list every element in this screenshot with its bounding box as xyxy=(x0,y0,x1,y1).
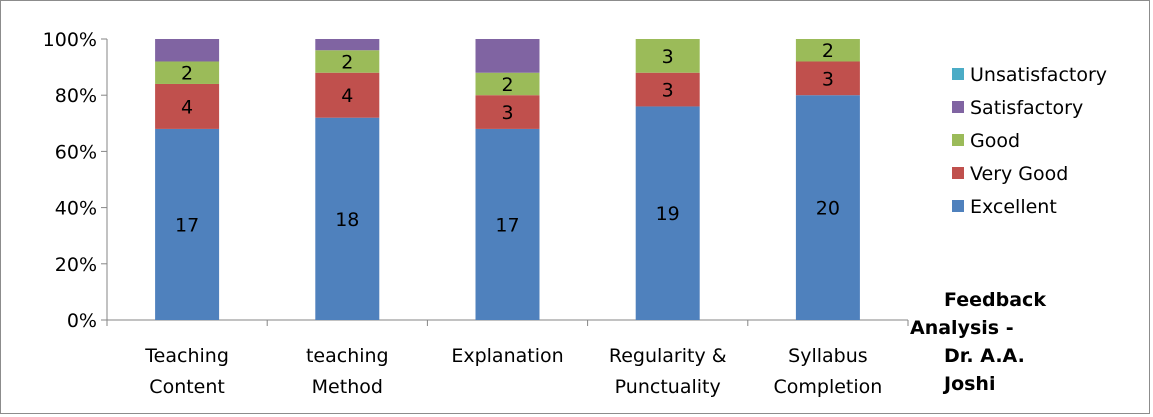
bar-segment-excellent xyxy=(315,117,380,321)
data-label: 2 xyxy=(181,63,193,85)
legend-swatch xyxy=(952,68,964,80)
data-label: 17 xyxy=(495,214,519,236)
bar-segment-good xyxy=(155,61,220,84)
x-category-label: Syllabus xyxy=(788,345,868,367)
data-label: 2 xyxy=(341,51,353,73)
bar-segment-excellent xyxy=(635,106,700,320)
data-label: 18 xyxy=(335,209,359,231)
legend-item-label: Satisfactory xyxy=(970,97,1083,119)
legend-swatch xyxy=(952,134,964,146)
data-label: 3 xyxy=(501,102,513,124)
bar-segment-very-good xyxy=(475,95,540,129)
bar-segment-good xyxy=(315,50,380,73)
data-label: 4 xyxy=(341,85,353,107)
bar-segment-good xyxy=(635,39,700,73)
x-category-label: Punctuality xyxy=(615,376,721,398)
bar-segment-satisfactory xyxy=(155,39,220,62)
y-tick-label: 100% xyxy=(43,29,97,51)
y-tick-label: 60% xyxy=(55,141,97,163)
data-label: 4 xyxy=(181,96,193,118)
x-category-label: teaching xyxy=(306,345,389,367)
chart-title: Feedback Analysis - Dr. A.A. Joshi xyxy=(910,286,1050,398)
y-tick-label: 80% xyxy=(55,85,97,107)
y-tick-label: 20% xyxy=(55,254,97,276)
legend-swatch xyxy=(952,101,964,113)
data-label: 19 xyxy=(656,203,680,225)
data-label: 3 xyxy=(662,80,674,102)
data-label: 2 xyxy=(822,40,834,62)
legend-item-label: Good xyxy=(970,130,1020,152)
y-tick-label: 0% xyxy=(67,310,97,332)
bar-segment-excellent xyxy=(475,128,540,320)
y-tick-label: 40% xyxy=(55,198,97,220)
x-category-label: Explanation xyxy=(451,345,563,367)
bar-segment-very-good xyxy=(315,72,380,118)
x-category-label: Regularity & xyxy=(609,345,727,367)
data-label: 20 xyxy=(816,198,840,220)
data-label: 2 xyxy=(501,74,513,96)
x-category-label: Teaching xyxy=(144,345,229,367)
bar-segment-very-good xyxy=(155,83,220,129)
legend-swatch xyxy=(952,167,964,179)
x-category-label: Method xyxy=(312,376,383,398)
legend-item-label: Unsatisfactory xyxy=(970,64,1107,86)
bar-segment-good xyxy=(475,72,540,96)
bar-segment-very-good xyxy=(795,61,860,96)
x-category-label: Content xyxy=(149,376,225,398)
bar-segment-satisfactory xyxy=(475,39,540,73)
bar-segment-excellent xyxy=(795,95,860,320)
chart-title-line-3: Dr. A.A. Joshi xyxy=(944,345,1025,395)
legend-swatch xyxy=(952,200,964,212)
bar-segment-satisfactory xyxy=(315,39,380,51)
legend-item-label: Excellent xyxy=(970,196,1057,218)
bar-segment-very-good xyxy=(635,72,700,107)
data-label: 3 xyxy=(822,68,834,90)
chart-title-line-2: Analysis - xyxy=(910,317,1014,339)
data-label: 3 xyxy=(662,46,674,68)
legend-item-label: Very Good xyxy=(970,163,1068,185)
data-label: 17 xyxy=(175,214,199,236)
x-category-label: Completion xyxy=(773,376,882,398)
chart-title-line-1: Feedback xyxy=(944,289,1046,311)
bar-segment-excellent xyxy=(155,128,220,320)
bar-segment-good xyxy=(795,39,860,62)
